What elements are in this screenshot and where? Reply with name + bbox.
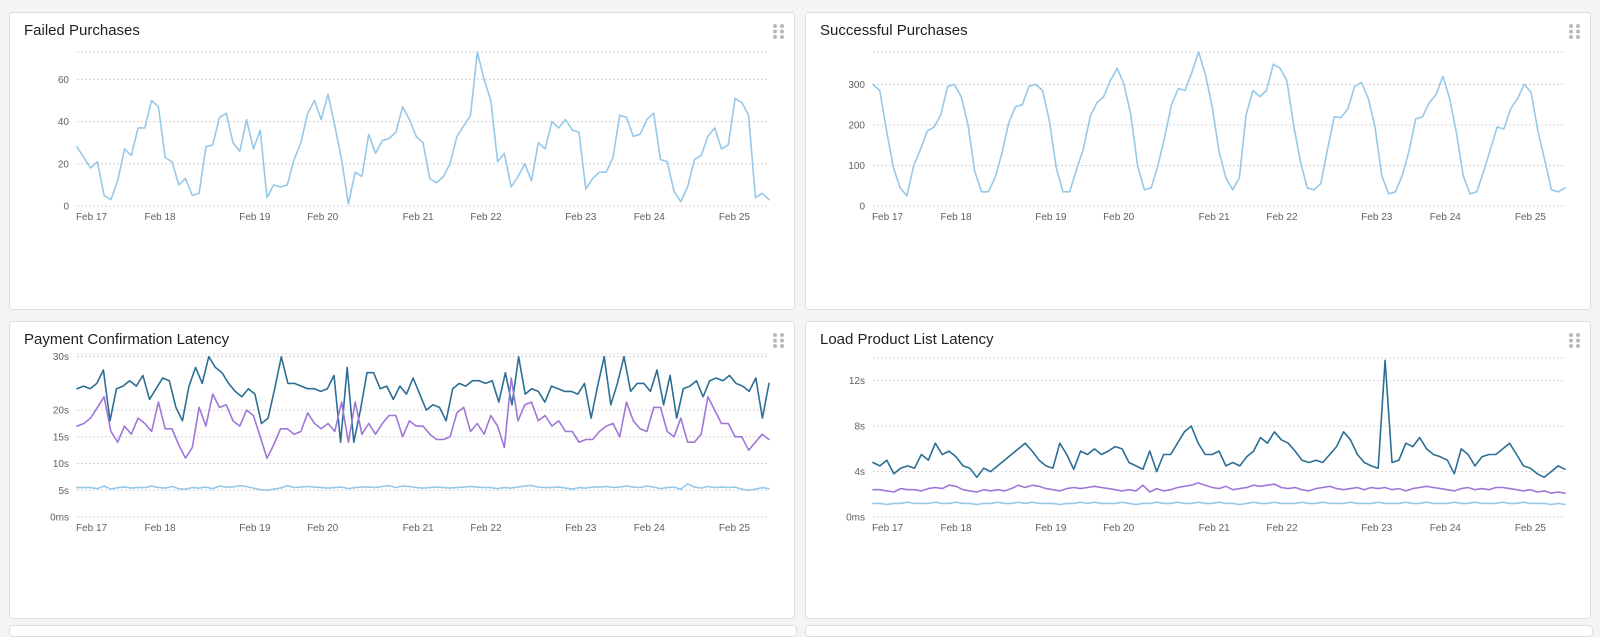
panel-payment-confirmation-latency: Payment Confirmation Latency 0ms 5s 10s 15s… <box>9 321 795 619</box>
x-tick-label: Feb 24 <box>634 212 666 223</box>
series-line-light <box>872 501 1566 506</box>
y-tick-label: 100 <box>848 161 865 172</box>
y-tick-label: 30s <box>53 352 69 363</box>
x-tick-label: Feb 20 <box>307 212 339 223</box>
series-line-dark <box>872 359 1566 479</box>
x-tick-label: Feb 25 <box>719 523 751 534</box>
x-tick-label: Feb 18 <box>940 523 972 534</box>
series-line-purple <box>76 377 770 459</box>
drag-handle-icon[interactable] <box>1568 23 1582 39</box>
y-tick-label: 15s <box>53 432 69 443</box>
drag-handle-icon[interactable] <box>772 23 786 39</box>
x-tick-label: Feb 21 <box>1199 212 1231 223</box>
x-tick-label: Feb 18 <box>940 212 972 223</box>
y-tick-label: 5s <box>58 486 69 497</box>
x-tick-label: Feb 17 <box>872 523 904 534</box>
next-panel-edge <box>9 625 797 637</box>
drag-handle-icon[interactable] <box>1568 332 1582 348</box>
line-chart-load-product-list-latency: 0ms 4s 8s 12s Feb 17 Feb 18 Feb 19 Feb 20 Feb 21… <box>846 357 1566 534</box>
x-tick-label: Feb 17 <box>872 212 904 223</box>
y-tick-label: 0ms <box>50 513 69 524</box>
x-tick-label: Feb 24 <box>634 523 666 534</box>
line-chart-successful-purchases: 0 100 200 300 Feb 17 Feb 18 Feb 19 Feb 20 Feb 21… <box>848 51 1566 223</box>
x-tick-label: Feb 22 <box>1266 212 1298 223</box>
series-line-light <box>76 51 770 205</box>
x-tick-label: Feb 19 <box>1035 523 1067 534</box>
y-tick-label: 20s <box>53 406 69 417</box>
y-tick-label: 20 <box>58 159 70 170</box>
x-tick-label: Feb 22 <box>470 212 502 223</box>
x-tick-label: Feb 23 <box>565 523 597 534</box>
series-line-purple <box>872 482 1566 494</box>
series-line-light <box>872 51 1566 197</box>
x-tick-label: Feb 21 <box>403 523 435 534</box>
panel-title: Successful Purchases <box>820 22 968 39</box>
x-tick-label: Feb 24 <box>1430 523 1462 534</box>
y-tick-label: 0 <box>63 202 69 213</box>
panel-title: Load Product List Latency <box>820 331 994 348</box>
y-tick-label: 60 <box>58 75 70 86</box>
x-tick-label: Feb 19 <box>239 523 271 534</box>
panel-successful-purchases: Successful Purchases 0 100 200 300 Feb 17 Feb… <box>805 12 1591 310</box>
x-tick-label: Feb 23 <box>1361 523 1393 534</box>
x-tick-label: Feb 23 <box>1361 212 1393 223</box>
x-tick-label: Feb 17 <box>76 523 108 534</box>
x-tick-label: Feb 25 <box>719 212 751 223</box>
x-tick-label: Feb 23 <box>565 212 597 223</box>
series-line-light <box>76 483 770 492</box>
x-tick-label: Feb 20 <box>1103 212 1135 223</box>
x-tick-label: Feb 18 <box>144 523 176 534</box>
line-chart-failed-purchases: 0 20 40 60 Feb 17 Feb 18 Feb 19 Feb 20 Feb 21 Feb… <box>58 51 770 223</box>
y-tick-label: 40 <box>58 117 70 128</box>
x-tick-label: Feb 22 <box>1266 523 1298 534</box>
y-tick-label: 10s <box>53 459 69 470</box>
x-tick-label: Feb 17 <box>76 212 108 223</box>
series-line-dark <box>76 355 770 443</box>
next-panel-edge <box>805 625 1593 637</box>
x-tick-label: Feb 19 <box>239 212 271 223</box>
x-tick-label: Feb 24 <box>1430 212 1462 223</box>
x-tick-label: Feb 19 <box>1035 212 1067 223</box>
x-tick-label: Feb 21 <box>403 212 435 223</box>
y-tick-label: 12s <box>849 376 865 387</box>
x-tick-label: Feb 20 <box>307 523 339 534</box>
x-tick-label: Feb 18 <box>144 212 176 223</box>
panel-title: Failed Purchases <box>24 22 140 39</box>
x-tick-label: Feb 25 <box>1515 523 1547 534</box>
y-tick-label: 4s <box>854 467 865 478</box>
x-tick-label: Feb 21 <box>1199 523 1231 534</box>
panel-load-product-list-latency: Load Product List Latency 0ms 4s 8s 12s Feb … <box>805 321 1591 619</box>
x-tick-label: Feb 22 <box>470 523 502 534</box>
y-tick-label: 0ms <box>846 513 865 524</box>
line-chart-payment-confirmation-latency: 0ms 5s 10s 15s 20s 30s Feb 17 Feb 18 Feb 19 Feb 2… <box>50 352 770 534</box>
drag-handle-icon[interactable] <box>772 332 786 348</box>
panel-failed-purchases: Failed Purchases 0 20 40 60 Feb 17 Feb 18 Feb … <box>9 12 795 310</box>
x-tick-label: Feb 20 <box>1103 523 1135 534</box>
y-tick-label: 200 <box>848 120 865 131</box>
y-tick-label: 0 <box>859 202 865 213</box>
panel-title: Payment Confirmation Latency <box>24 331 230 348</box>
y-tick-label: 8s <box>854 422 865 433</box>
y-tick-label: 300 <box>848 80 865 91</box>
x-tick-label: Feb 25 <box>1515 212 1547 223</box>
